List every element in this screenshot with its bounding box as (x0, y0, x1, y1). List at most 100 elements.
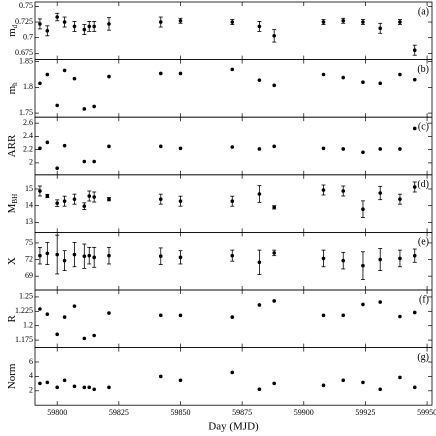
x-tick-label: 59800 (47, 408, 67, 417)
data-point (378, 257, 383, 262)
data-point (378, 81, 383, 86)
data-point (272, 83, 276, 88)
data-point (55, 166, 59, 170)
data-point (82, 385, 87, 390)
data-point (412, 48, 417, 53)
y-tick-label: 69 (25, 271, 33, 280)
data-point (92, 333, 96, 338)
data-point (87, 253, 92, 258)
data-point (92, 195, 96, 199)
data-point (55, 332, 59, 337)
y-tick-label: 2 (29, 386, 33, 395)
y-tick-label: 0.75 (19, 1, 33, 10)
x-tick-label: 59825 (109, 408, 129, 417)
data-point (321, 256, 326, 261)
data-point (341, 18, 346, 23)
y-axis-label: md (6, 24, 19, 37)
y-axis-label: X (6, 257, 18, 265)
data-point (107, 385, 111, 390)
data-point (82, 204, 87, 208)
data-point (378, 387, 383, 392)
y-axis-label: ARR (6, 134, 18, 157)
data-point (92, 255, 96, 260)
data-point (38, 146, 42, 151)
data-point (62, 315, 67, 319)
data-point (398, 20, 402, 24)
data-point (272, 144, 276, 149)
data-point (55, 252, 59, 257)
data-point (398, 147, 402, 151)
y-tick-label: 14 (25, 201, 33, 210)
data-point (158, 20, 163, 24)
y-tick-label: 1.225 (15, 306, 33, 315)
data-point (107, 253, 111, 258)
y-tick-label: 0.675 (15, 48, 33, 57)
x-tick-label: 59950 (417, 408, 436, 417)
data-point (257, 192, 262, 196)
data-point (257, 387, 262, 392)
data-point (82, 107, 87, 111)
data-point (82, 27, 87, 32)
data-point (72, 197, 77, 201)
data-point (361, 302, 365, 307)
data-point (92, 104, 96, 109)
y-tick-label: 15 (25, 184, 33, 193)
x-axis-label: Day (MJD) (208, 421, 259, 433)
data-point (38, 81, 42, 86)
data-point (272, 34, 276, 38)
data-point (272, 205, 276, 210)
y-axis-label-sub: d (11, 24, 19, 28)
data-point (412, 77, 417, 82)
data-point (158, 197, 163, 201)
data-point (45, 380, 50, 385)
data-point (72, 76, 77, 81)
data-point (38, 253, 42, 258)
data-point (412, 385, 417, 390)
data-point (38, 307, 42, 311)
data-point (321, 188, 326, 192)
data-point (62, 199, 67, 203)
data-point (38, 381, 42, 386)
x-tick-label: 59850 (170, 408, 190, 417)
y-tick-label: 1.75 (19, 108, 33, 117)
x-tick-label: 59900 (294, 408, 314, 417)
panel-frame (34, 174, 433, 233)
data-point (158, 374, 163, 379)
data-point (45, 29, 50, 33)
data-point (92, 24, 96, 29)
data-point (321, 383, 326, 388)
data-point (55, 15, 59, 19)
panel-annotation: (f) (419, 294, 429, 305)
data-point (62, 68, 67, 73)
data-point (341, 258, 346, 263)
y-tick-label: 2.6 (23, 118, 33, 127)
data-point (257, 147, 262, 151)
data-point (361, 80, 365, 85)
data-point (230, 253, 235, 258)
data-point (272, 381, 276, 386)
data-point (72, 304, 77, 308)
data-point (45, 140, 50, 145)
data-point (341, 147, 346, 151)
y-axis-label-main: M (6, 203, 18, 213)
data-point (178, 18, 183, 23)
data-point (341, 313, 346, 318)
data-point (87, 194, 92, 198)
data-point (55, 201, 59, 205)
panel-annotation: (g) (417, 352, 429, 363)
data-point (378, 26, 383, 31)
y-tick-label: 6 (29, 357, 33, 366)
data-point (55, 103, 59, 108)
x-tick-label: 59925 (355, 408, 375, 417)
data-point (158, 313, 163, 318)
y-axis-label-main: Norm (6, 363, 18, 389)
x-tick-label: 59875 (232, 408, 252, 417)
panel-annotation: (c) (418, 121, 429, 132)
data-point (158, 254, 163, 259)
data-point (230, 67, 235, 72)
panel-annotation: (b) (417, 64, 429, 75)
data-point (82, 254, 87, 259)
data-point (361, 150, 365, 155)
y-tick-label: 4 (29, 371, 33, 380)
